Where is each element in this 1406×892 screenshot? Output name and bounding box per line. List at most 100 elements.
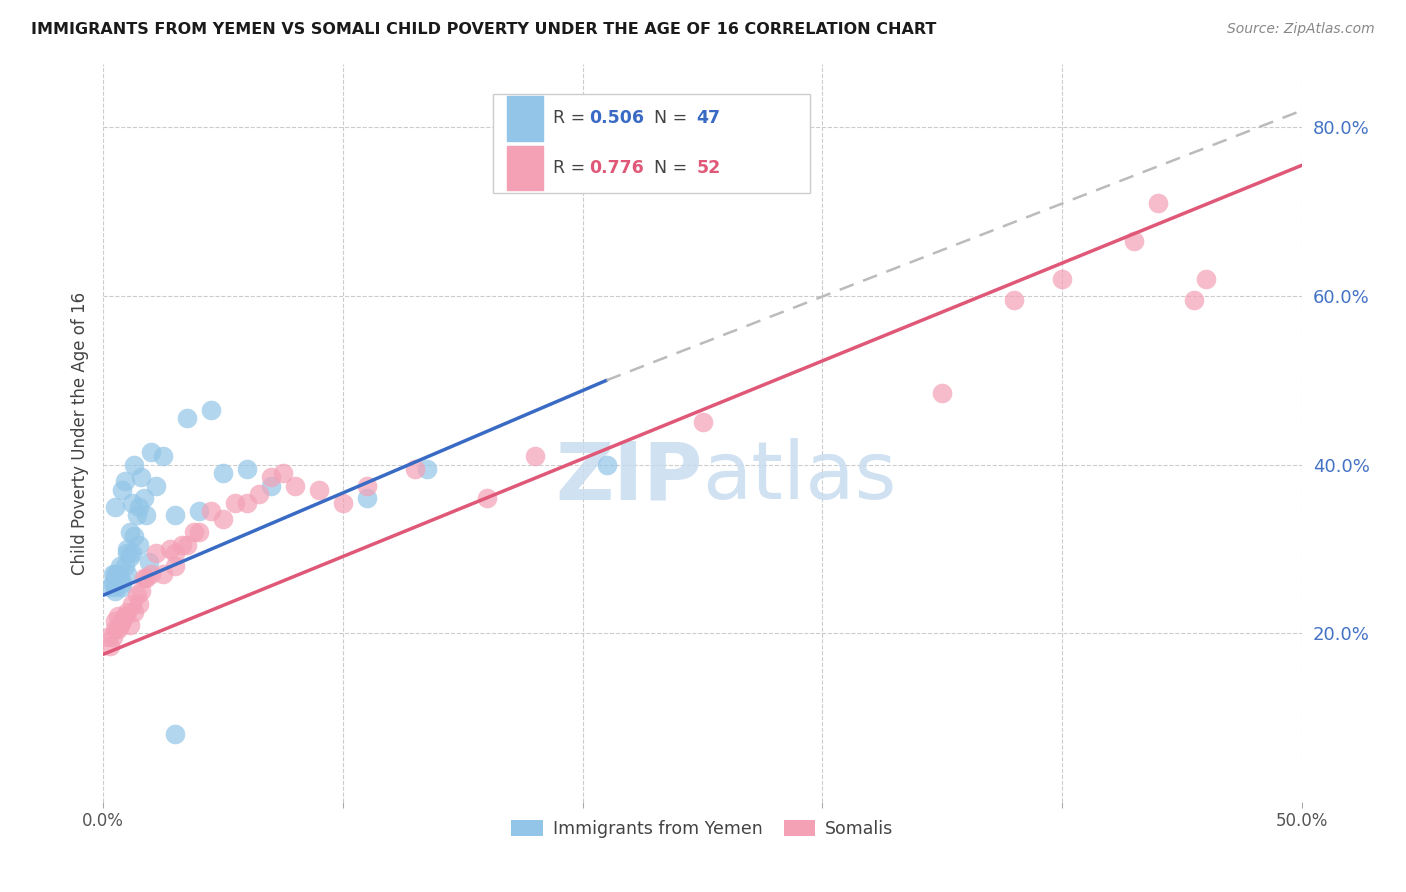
Point — [172, 538, 194, 552]
Point — [118, 617, 141, 632]
Point — [115, 567, 138, 582]
Point — [139, 567, 162, 582]
Point — [121, 546, 143, 560]
Point — [104, 580, 127, 594]
Point — [111, 575, 134, 590]
Text: 47: 47 — [696, 110, 720, 128]
Point — [1050, 272, 1073, 286]
Point — [104, 614, 127, 628]
Point — [111, 580, 134, 594]
Point — [138, 555, 160, 569]
Text: 0.506: 0.506 — [589, 110, 644, 128]
Point — [98, 580, 121, 594]
Point — [356, 491, 378, 506]
Point — [247, 487, 270, 501]
Point — [159, 541, 181, 556]
Text: 52: 52 — [696, 160, 721, 178]
Point — [121, 597, 143, 611]
Point — [135, 571, 157, 585]
Y-axis label: Child Poverty Under the Age of 16: Child Poverty Under the Age of 16 — [72, 292, 89, 574]
Point — [183, 524, 205, 539]
Point — [931, 386, 953, 401]
Point — [114, 558, 136, 573]
Point — [595, 458, 617, 472]
Point — [121, 495, 143, 509]
Point — [260, 470, 283, 484]
Point — [108, 558, 131, 573]
Point — [108, 571, 131, 585]
Point — [124, 458, 146, 472]
Point — [224, 495, 246, 509]
Point — [260, 479, 283, 493]
Point — [104, 567, 127, 582]
Point — [356, 479, 378, 493]
Point — [236, 462, 259, 476]
Point — [284, 479, 307, 493]
Point — [135, 508, 157, 523]
Point — [111, 614, 134, 628]
Point — [212, 512, 235, 526]
Point — [107, 622, 129, 636]
Point — [131, 584, 153, 599]
Point — [200, 402, 222, 417]
Point — [404, 462, 426, 476]
Point — [115, 541, 138, 556]
Text: atlas: atlas — [703, 438, 897, 516]
Point — [124, 605, 146, 619]
Point — [128, 538, 150, 552]
Point — [101, 567, 124, 582]
Point — [200, 504, 222, 518]
Point — [104, 500, 127, 514]
Point — [132, 491, 155, 506]
Point — [107, 571, 129, 585]
Point — [128, 500, 150, 514]
Point — [1195, 272, 1218, 286]
Point — [332, 495, 354, 509]
Point — [97, 631, 120, 645]
Text: 0.776: 0.776 — [589, 160, 644, 178]
Point — [475, 491, 498, 506]
Point — [104, 622, 127, 636]
Point — [1182, 293, 1205, 308]
Text: N =: N = — [643, 160, 692, 178]
Point — [132, 571, 155, 585]
Point — [98, 639, 121, 653]
Point — [523, 449, 546, 463]
Text: ZIP: ZIP — [555, 438, 703, 516]
Point — [165, 558, 187, 573]
Text: R =: R = — [553, 160, 591, 178]
Point — [188, 504, 211, 518]
Point — [111, 483, 134, 497]
Point — [212, 466, 235, 480]
Point — [176, 538, 198, 552]
Text: R =: R = — [553, 110, 591, 128]
FancyBboxPatch shape — [492, 94, 810, 194]
Point — [416, 462, 439, 476]
Point — [104, 584, 127, 599]
Point — [118, 550, 141, 565]
Point — [104, 571, 127, 585]
Point — [115, 605, 138, 619]
Point — [107, 609, 129, 624]
Point — [128, 597, 150, 611]
Point — [115, 546, 138, 560]
Point — [145, 479, 167, 493]
Text: N =: N = — [643, 110, 692, 128]
Point — [125, 508, 148, 523]
Point — [108, 617, 131, 632]
Point — [176, 411, 198, 425]
Point — [114, 609, 136, 624]
Point — [118, 524, 141, 539]
Bar — [508, 146, 543, 190]
Point — [152, 567, 174, 582]
Point — [114, 475, 136, 489]
Point — [165, 727, 187, 741]
Point — [271, 466, 294, 480]
Point — [139, 445, 162, 459]
Point — [101, 575, 124, 590]
Point — [165, 546, 187, 560]
Point — [152, 449, 174, 463]
Point — [107, 567, 129, 582]
Text: Source: ZipAtlas.com: Source: ZipAtlas.com — [1227, 22, 1375, 37]
Point — [236, 495, 259, 509]
